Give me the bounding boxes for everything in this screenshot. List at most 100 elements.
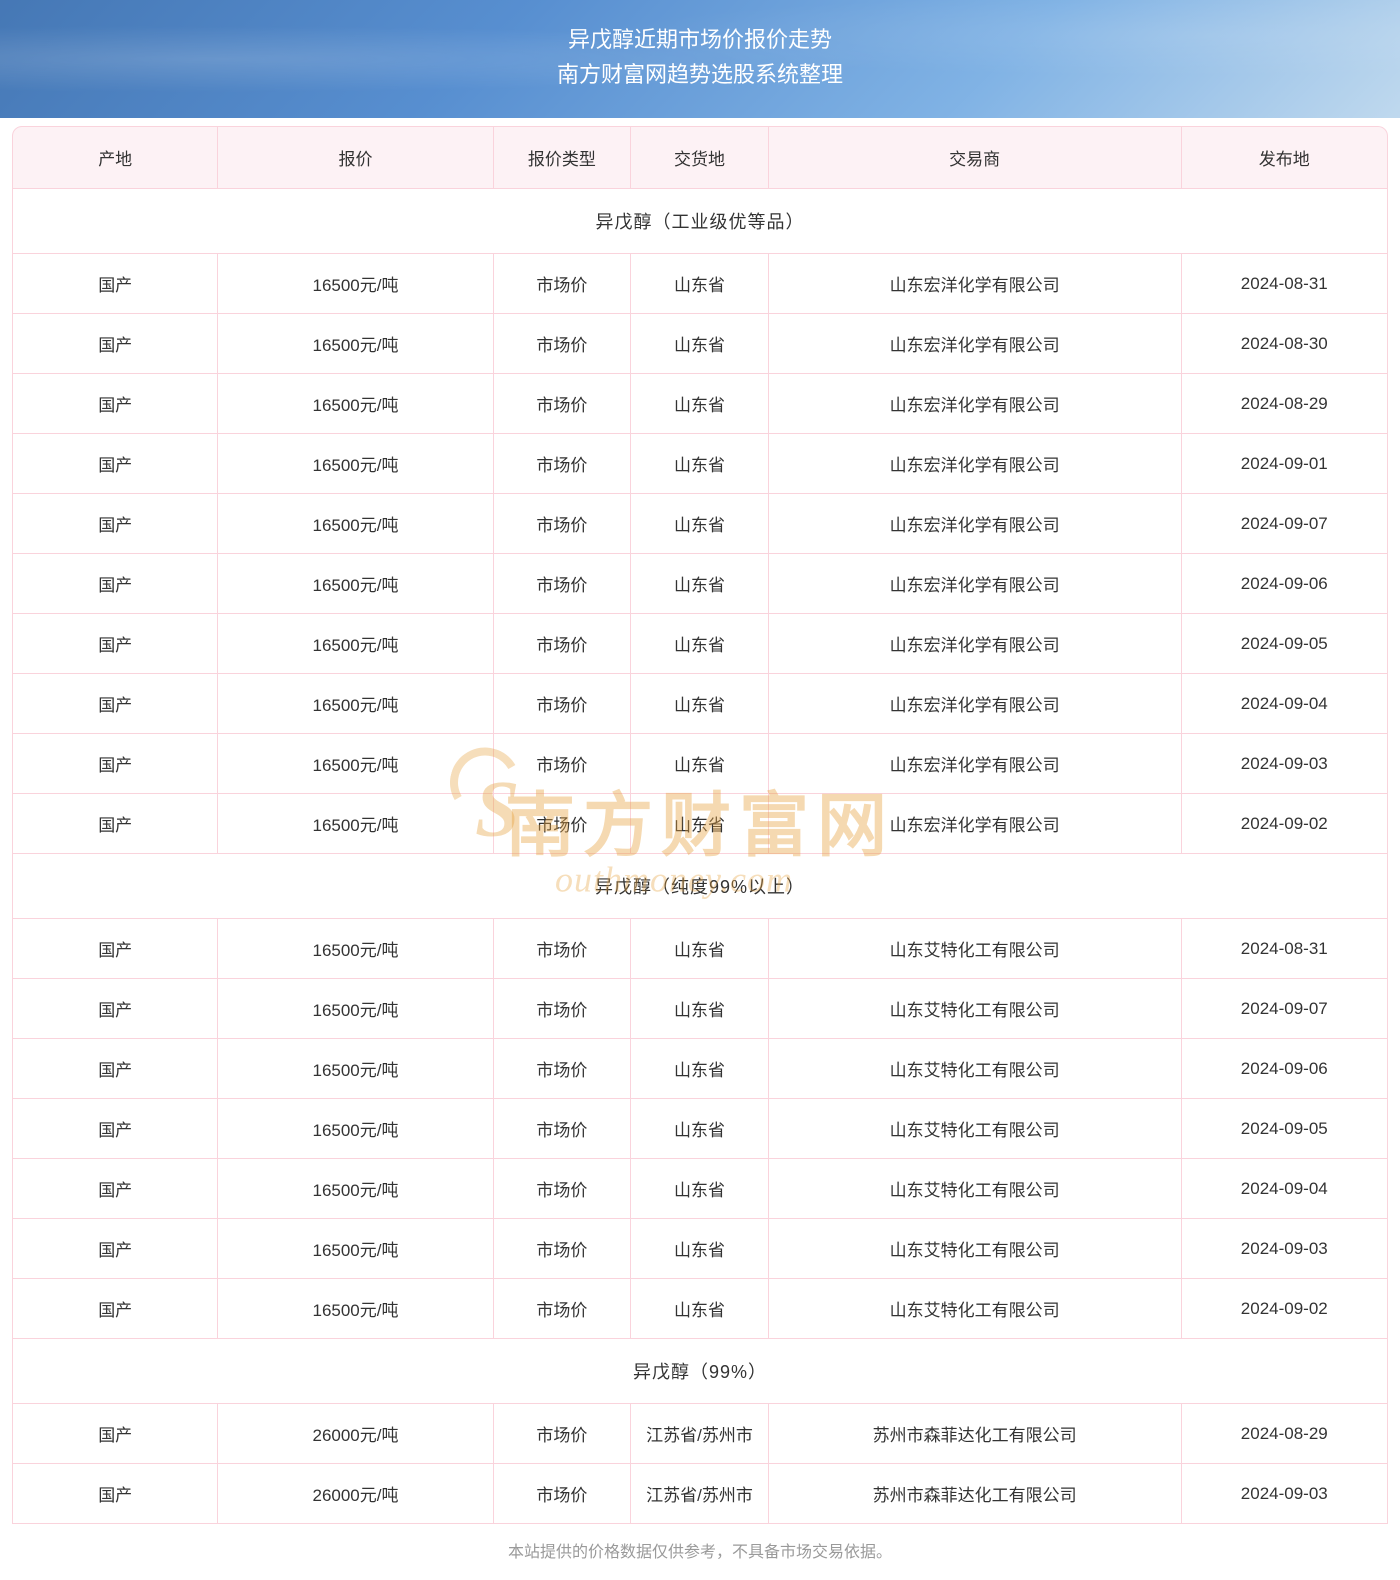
cell-delivery: 江苏省/苏州市 [631, 1404, 769, 1464]
column-header-trader: 交易商 [769, 126, 1182, 189]
cell-origin: 国产 [12, 1464, 218, 1524]
cell-trader: 山东宏洋化学有限公司 [769, 674, 1182, 734]
cell-origin: 国产 [12, 1219, 218, 1279]
column-header-origin: 产地 [12, 126, 218, 189]
cell-delivery: 山东省 [631, 1279, 769, 1339]
cell-trader: 山东宏洋化学有限公司 [769, 314, 1182, 374]
cell-origin: 国产 [12, 614, 218, 674]
cell-date: 2024-09-04 [1182, 674, 1388, 734]
cell-price: 16500元/吨 [218, 674, 493, 734]
column-header-delivery: 交货地 [631, 126, 769, 189]
cell-delivery: 江苏省/苏州市 [631, 1464, 769, 1524]
table-row: 国产16500元/吨市场价山东省山东宏洋化学有限公司2024-08-31 [12, 254, 1388, 314]
cell-price_type: 市场价 [494, 919, 632, 979]
cell-date: 2024-09-05 [1182, 614, 1388, 674]
cell-delivery: 山东省 [631, 794, 769, 854]
cell-delivery: 山东省 [631, 1219, 769, 1279]
table-row: 国产16500元/吨市场价山东省山东宏洋化学有限公司2024-09-02 [12, 794, 1388, 854]
cell-trader: 山东宏洋化学有限公司 [769, 374, 1182, 434]
cell-trader: 山东艾特化工有限公司 [769, 1159, 1182, 1219]
column-header-price_type: 报价类型 [494, 126, 632, 189]
table-row: 国产16500元/吨市场价山东省山东艾特化工有限公司2024-09-02 [12, 1279, 1388, 1339]
price-table: 产地报价报价类型交货地交易商发布地 异戊醇（工业级优等品）国产16500元/吨市… [12, 126, 1388, 1524]
cell-origin: 国产 [12, 254, 218, 314]
section-title: 异戊醇（纯度99%以上） [12, 854, 1388, 919]
cell-delivery: 山东省 [631, 314, 769, 374]
section-title: 异戊醇（99%） [12, 1339, 1388, 1404]
section-header-row: 异戊醇（工业级优等品） [12, 189, 1388, 254]
cell-date: 2024-08-29 [1182, 374, 1388, 434]
cell-price: 16500元/吨 [218, 794, 493, 854]
footer-disclaimer: 本站提供的价格数据仅供参考，不具备市场交易依据。 [0, 1524, 1400, 1580]
cell-price_type: 市场价 [494, 1464, 632, 1524]
cell-date: 2024-09-06 [1182, 554, 1388, 614]
column-header-date: 发布地 [1182, 126, 1388, 189]
cell-origin: 国产 [12, 794, 218, 854]
cell-price: 16500元/吨 [218, 1039, 493, 1099]
cell-delivery: 山东省 [631, 1099, 769, 1159]
cell-date: 2024-09-02 [1182, 1279, 1388, 1339]
cell-trader: 山东艾特化工有限公司 [769, 979, 1182, 1039]
table-row: 国产16500元/吨市场价山东省山东艾特化工有限公司2024-09-06 [12, 1039, 1388, 1099]
cell-price_type: 市场价 [494, 1219, 632, 1279]
cell-delivery: 山东省 [631, 979, 769, 1039]
cell-delivery: 山东省 [631, 674, 769, 734]
cell-price: 26000元/吨 [218, 1404, 493, 1464]
table-row: 国产16500元/吨市场价山东省山东宏洋化学有限公司2024-09-05 [12, 614, 1388, 674]
cell-date: 2024-09-07 [1182, 494, 1388, 554]
cell-origin: 国产 [12, 374, 218, 434]
cell-price_type: 市场价 [494, 734, 632, 794]
page-title-line1: 异戊醇近期市场价报价走势 [0, 22, 1400, 57]
cell-trader: 山东宏洋化学有限公司 [769, 734, 1182, 794]
cell-price: 16500元/吨 [218, 314, 493, 374]
cell-trader: 山东艾特化工有限公司 [769, 1219, 1182, 1279]
cell-price_type: 市场价 [494, 254, 632, 314]
cell-price_type: 市场价 [494, 979, 632, 1039]
cell-price: 16500元/吨 [218, 1279, 493, 1339]
table-row: 国产16500元/吨市场价山东省山东宏洋化学有限公司2024-09-01 [12, 434, 1388, 494]
cell-price: 16500元/吨 [218, 1219, 493, 1279]
section-title: 异戊醇（工业级优等品） [12, 189, 1388, 254]
cell-delivery: 山东省 [631, 1039, 769, 1099]
cell-trader: 山东宏洋化学有限公司 [769, 554, 1182, 614]
table-row: 国产16500元/吨市场价山东省山东宏洋化学有限公司2024-08-29 [12, 374, 1388, 434]
cell-price: 16500元/吨 [218, 374, 493, 434]
cell-origin: 国产 [12, 554, 218, 614]
cell-date: 2024-09-01 [1182, 434, 1388, 494]
table-row: 国产16500元/吨市场价山东省山东宏洋化学有限公司2024-09-04 [12, 674, 1388, 734]
table-row: 国产16500元/吨市场价山东省山东艾特化工有限公司2024-09-04 [12, 1159, 1388, 1219]
cell-price: 16500元/吨 [218, 919, 493, 979]
cell-trader: 山东艾特化工有限公司 [769, 1099, 1182, 1159]
cell-origin: 国产 [12, 919, 218, 979]
cell-price_type: 市场价 [494, 314, 632, 374]
page-title-line2: 南方财富网趋势选股系统整理 [0, 57, 1400, 92]
header-banner: 异戊醇近期市场价报价走势 南方财富网趋势选股系统整理 [0, 0, 1400, 118]
cell-origin: 国产 [12, 674, 218, 734]
cell-origin: 国产 [12, 1404, 218, 1464]
cell-price_type: 市场价 [494, 494, 632, 554]
cell-trader: 山东宏洋化学有限公司 [769, 614, 1182, 674]
table-row: 国产16500元/吨市场价山东省山东宏洋化学有限公司2024-08-30 [12, 314, 1388, 374]
cell-date: 2024-09-03 [1182, 734, 1388, 794]
cell-delivery: 山东省 [631, 434, 769, 494]
cell-price: 16500元/吨 [218, 1159, 493, 1219]
cell-trader: 苏州市森菲达化工有限公司 [769, 1464, 1182, 1524]
table-header: 产地报价报价类型交货地交易商发布地 [12, 126, 1388, 189]
cell-price_type: 市场价 [494, 1279, 632, 1339]
section-header-row: 异戊醇（99%） [12, 1339, 1388, 1404]
cell-trader: 山东艾特化工有限公司 [769, 1279, 1182, 1339]
cell-price: 16500元/吨 [218, 434, 493, 494]
table-row: 国产16500元/吨市场价山东省山东宏洋化学有限公司2024-09-07 [12, 494, 1388, 554]
table-row: 国产16500元/吨市场价山东省山东艾特化工有限公司2024-09-05 [12, 1099, 1388, 1159]
cell-price_type: 市场价 [494, 374, 632, 434]
cell-date: 2024-09-03 [1182, 1464, 1388, 1524]
cell-origin: 国产 [12, 494, 218, 554]
cell-date: 2024-09-06 [1182, 1039, 1388, 1099]
cell-delivery: 山东省 [631, 614, 769, 674]
cell-delivery: 山东省 [631, 374, 769, 434]
cell-origin: 国产 [12, 1099, 218, 1159]
cell-trader: 苏州市森菲达化工有限公司 [769, 1404, 1182, 1464]
cell-price: 16500元/吨 [218, 734, 493, 794]
cell-origin: 国产 [12, 1159, 218, 1219]
cell-price_type: 市场价 [494, 434, 632, 494]
